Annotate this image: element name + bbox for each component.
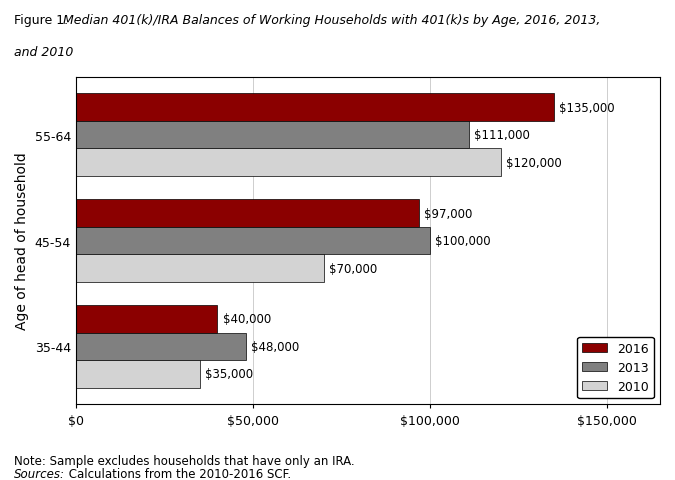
Text: $135,000: $135,000 bbox=[559, 101, 615, 114]
Text: $100,000: $100,000 bbox=[435, 235, 491, 248]
Bar bbox=[76, 360, 200, 388]
Y-axis label: Age of head of household: Age of head of household bbox=[15, 152, 29, 330]
Bar bbox=[76, 333, 246, 360]
Text: Calculations from the 2010-2016 SCF.: Calculations from the 2010-2016 SCF. bbox=[65, 467, 291, 480]
Bar bbox=[76, 149, 501, 177]
Bar bbox=[76, 94, 554, 122]
Text: $111,000: $111,000 bbox=[474, 129, 530, 142]
Text: $70,000: $70,000 bbox=[329, 262, 377, 275]
Text: Figure 1.: Figure 1. bbox=[14, 14, 68, 27]
Text: Sources:: Sources: bbox=[14, 467, 65, 480]
Text: $120,000: $120,000 bbox=[506, 156, 562, 169]
Text: Median 401(k)/IRA Balances of Working Households with 401(k)s by Age, 2016, 2013: Median 401(k)/IRA Balances of Working Ho… bbox=[59, 14, 601, 27]
Bar bbox=[76, 305, 217, 333]
Text: $40,000: $40,000 bbox=[223, 312, 271, 325]
Legend: 2016, 2013, 2010: 2016, 2013, 2010 bbox=[577, 337, 654, 398]
Text: $35,000: $35,000 bbox=[205, 368, 253, 381]
Bar bbox=[76, 255, 323, 282]
Bar bbox=[76, 200, 419, 228]
Text: $48,000: $48,000 bbox=[251, 340, 299, 353]
Text: $97,000: $97,000 bbox=[425, 207, 473, 220]
Text: and 2010: and 2010 bbox=[14, 46, 73, 59]
Bar bbox=[76, 228, 430, 255]
Text: Note: Sample excludes households that have only an IRA.: Note: Sample excludes households that ha… bbox=[14, 454, 354, 467]
Bar bbox=[76, 122, 468, 149]
